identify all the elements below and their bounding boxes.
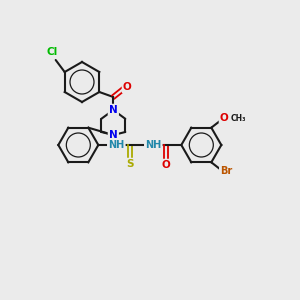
- Text: O: O: [220, 113, 229, 123]
- Text: NH: NH: [108, 140, 124, 150]
- Text: S: S: [127, 159, 134, 169]
- Text: O: O: [123, 82, 132, 92]
- Text: N: N: [109, 130, 118, 140]
- Text: Cl: Cl: [46, 47, 57, 57]
- Text: CH₃: CH₃: [230, 114, 246, 123]
- Text: N: N: [109, 105, 118, 115]
- Text: Br: Br: [220, 166, 232, 176]
- Text: O: O: [162, 160, 171, 170]
- Text: NH: NH: [145, 140, 161, 150]
